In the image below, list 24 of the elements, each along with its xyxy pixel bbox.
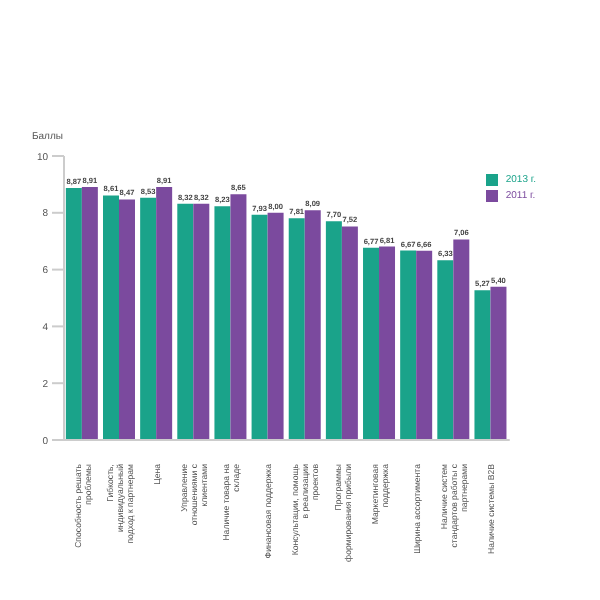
bar xyxy=(304,210,321,440)
bar xyxy=(400,250,417,440)
bar xyxy=(140,197,157,440)
bar xyxy=(81,186,98,440)
bar xyxy=(193,203,210,440)
bar xyxy=(437,260,454,440)
bar xyxy=(156,186,173,440)
bar xyxy=(325,221,342,440)
bar xyxy=(65,188,82,440)
bar xyxy=(341,226,358,440)
bar xyxy=(103,195,119,440)
bar xyxy=(119,199,135,440)
bar xyxy=(416,250,433,440)
bar xyxy=(453,239,470,440)
bar xyxy=(490,286,507,440)
bar xyxy=(288,218,305,440)
bar xyxy=(474,290,491,440)
bar xyxy=(267,212,284,440)
bar xyxy=(251,214,268,440)
bar xyxy=(379,246,396,440)
bar xyxy=(363,247,380,440)
bar xyxy=(177,203,194,440)
bar xyxy=(214,206,231,440)
bar xyxy=(230,194,247,440)
